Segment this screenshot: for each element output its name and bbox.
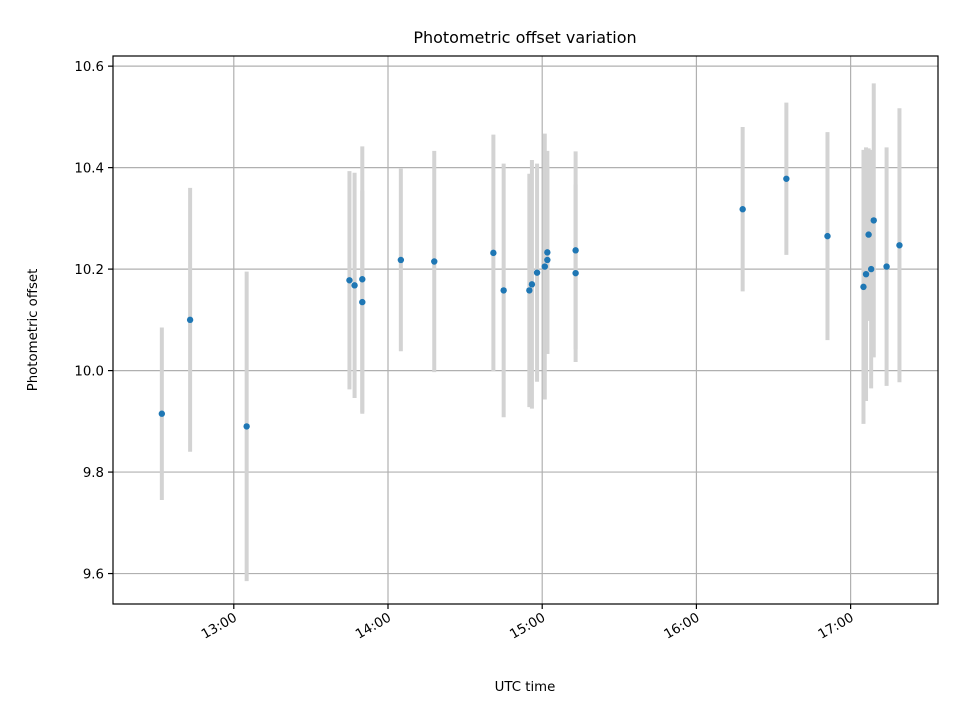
grid-layer	[113, 56, 938, 604]
data-point	[541, 263, 548, 270]
data-point	[346, 277, 353, 284]
data-point	[431, 258, 438, 265]
data-point	[896, 242, 903, 249]
data-point	[544, 256, 551, 264]
data-point	[490, 249, 497, 257]
data-point	[243, 423, 250, 430]
data-point	[528, 281, 536, 288]
data-point	[867, 265, 875, 273]
data-point	[158, 410, 166, 417]
data-point	[860, 283, 867, 291]
data-point	[359, 298, 366, 306]
data-point	[870, 217, 877, 224]
data-point	[739, 206, 746, 213]
data-point	[865, 231, 872, 238]
data-point	[351, 282, 358, 289]
data-point	[883, 263, 890, 270]
plot-frame	[112, 55, 939, 605]
chart-title: Photometric offset variation	[413, 28, 636, 47]
point-layer	[158, 175, 903, 430]
data-point	[783, 175, 790, 182]
data-point	[397, 256, 405, 264]
data-point	[572, 247, 579, 254]
data-point	[862, 270, 870, 278]
data-point	[186, 316, 194, 324]
y-tick-label: 10.6	[74, 60, 104, 75]
data-point	[824, 232, 831, 240]
data-point	[359, 276, 366, 283]
data-point	[572, 269, 579, 277]
y-tick-label: 9.8	[83, 466, 104, 481]
data-point	[544, 249, 551, 256]
data-point	[533, 269, 541, 276]
y-tick-label: 10.2	[74, 263, 104, 278]
y-tick-label: 9.6	[83, 568, 104, 583]
x-axis-label: UTC time	[495, 680, 556, 695]
data-point	[526, 287, 533, 294]
y-axis-label: Photometric offset	[26, 269, 41, 392]
data-point	[500, 287, 507, 294]
y-tick-label: 10.0	[74, 365, 104, 380]
y-tick-label: 10.4	[74, 162, 104, 177]
